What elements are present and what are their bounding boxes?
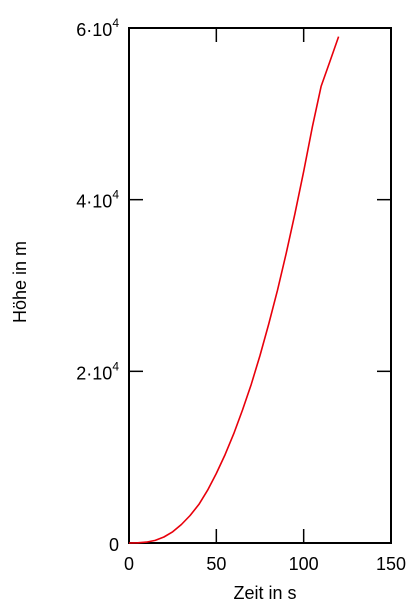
x-tick-label: 100 bbox=[289, 554, 319, 574]
y-tick-mantissa: 4·10 bbox=[76, 192, 112, 212]
y-tick-mantissa: 2·10 bbox=[76, 363, 112, 383]
y-tick-exponent: 4 bbox=[112, 188, 119, 202]
x-tick-label: 150 bbox=[376, 554, 406, 574]
y-tick-label: 0 bbox=[109, 535, 119, 555]
y-tick-label: 4·104 bbox=[76, 188, 119, 212]
y-tick-exponent: 4 bbox=[112, 359, 119, 373]
y-tick-label: 6·104 bbox=[76, 16, 119, 40]
y-axis-label: Höhe in m bbox=[10, 241, 30, 323]
y-tick-label: 2·104 bbox=[76, 359, 119, 383]
y-tick-mantissa: 6·10 bbox=[76, 20, 112, 40]
plot-frame bbox=[128, 27, 392, 544]
y-tick-mantissa: 0 bbox=[109, 535, 119, 555]
x-axis-label: Zeit in s bbox=[233, 583, 296, 603]
x-tick-label: 50 bbox=[206, 554, 226, 574]
x-tick-label: 0 bbox=[124, 554, 134, 574]
plot-border bbox=[128, 27, 392, 544]
y-tick-exponent: 4 bbox=[112, 16, 119, 30]
series-line bbox=[128, 36, 340, 544]
x-axis: 0 50 100 150 bbox=[124, 28, 406, 574]
series-layer bbox=[128, 36, 340, 544]
